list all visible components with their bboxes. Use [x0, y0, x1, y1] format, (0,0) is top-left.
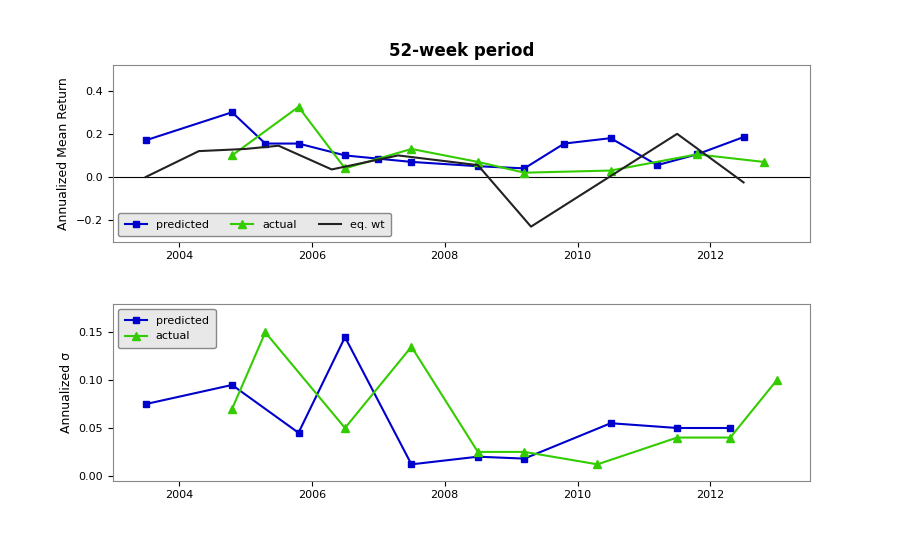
eq. wt — [738, 179, 749, 186]
predicted — [293, 429, 304, 436]
actual — [406, 146, 417, 152]
actual — [227, 152, 238, 159]
Line: predicted: predicted — [142, 109, 747, 172]
predicted — [227, 109, 238, 116]
predicted — [406, 461, 417, 468]
Y-axis label: Annualized σ: Annualized σ — [59, 352, 73, 433]
predicted — [140, 137, 151, 144]
actual — [406, 343, 417, 350]
actual — [519, 449, 530, 455]
eq. wt — [240, 146, 251, 152]
actual — [671, 434, 682, 441]
actual — [472, 159, 483, 165]
actual — [606, 167, 616, 174]
Legend: predicted, actual: predicted, actual — [118, 309, 215, 348]
predicted — [652, 162, 662, 168]
predicted — [472, 163, 483, 170]
actual — [519, 170, 530, 176]
Line: actual: actual — [228, 328, 781, 469]
actual — [724, 434, 735, 441]
actual — [339, 165, 350, 172]
predicted — [406, 159, 417, 165]
actual — [472, 449, 483, 455]
Line: actual: actual — [228, 103, 768, 177]
predicted — [724, 425, 735, 431]
predicted — [293, 140, 304, 147]
eq. wt — [671, 131, 682, 137]
predicted — [140, 401, 151, 407]
predicted — [339, 334, 350, 340]
actual — [592, 461, 603, 468]
predicted — [227, 382, 238, 388]
eq. wt — [472, 162, 483, 168]
predicted — [606, 135, 616, 141]
actual — [339, 425, 350, 431]
Title: 52-week period: 52-week period — [389, 43, 534, 60]
eq. wt — [140, 174, 151, 180]
predicted — [738, 134, 749, 140]
predicted — [519, 455, 530, 462]
eq. wt — [274, 143, 284, 149]
actual — [293, 104, 304, 110]
actual — [692, 151, 703, 158]
predicted — [373, 156, 383, 162]
predicted — [559, 140, 570, 147]
eq. wt — [392, 152, 403, 159]
eq. wt — [194, 148, 204, 154]
Line: predicted: predicted — [142, 334, 734, 468]
actual — [260, 329, 271, 335]
predicted — [671, 425, 682, 431]
eq. wt — [327, 166, 338, 173]
predicted — [606, 420, 616, 427]
Line: eq. wt: eq. wt — [146, 134, 743, 227]
actual — [771, 377, 782, 383]
predicted — [472, 454, 483, 460]
actual — [758, 159, 769, 165]
predicted — [339, 152, 350, 159]
eq. wt — [526, 224, 536, 230]
predicted — [260, 140, 271, 147]
predicted — [519, 165, 530, 172]
actual — [227, 406, 238, 412]
Y-axis label: Annualized Mean Return: Annualized Mean Return — [57, 77, 70, 230]
Legend: predicted, actual, eq. wt: predicted, actual, eq. wt — [118, 213, 392, 236]
predicted — [692, 151, 703, 158]
